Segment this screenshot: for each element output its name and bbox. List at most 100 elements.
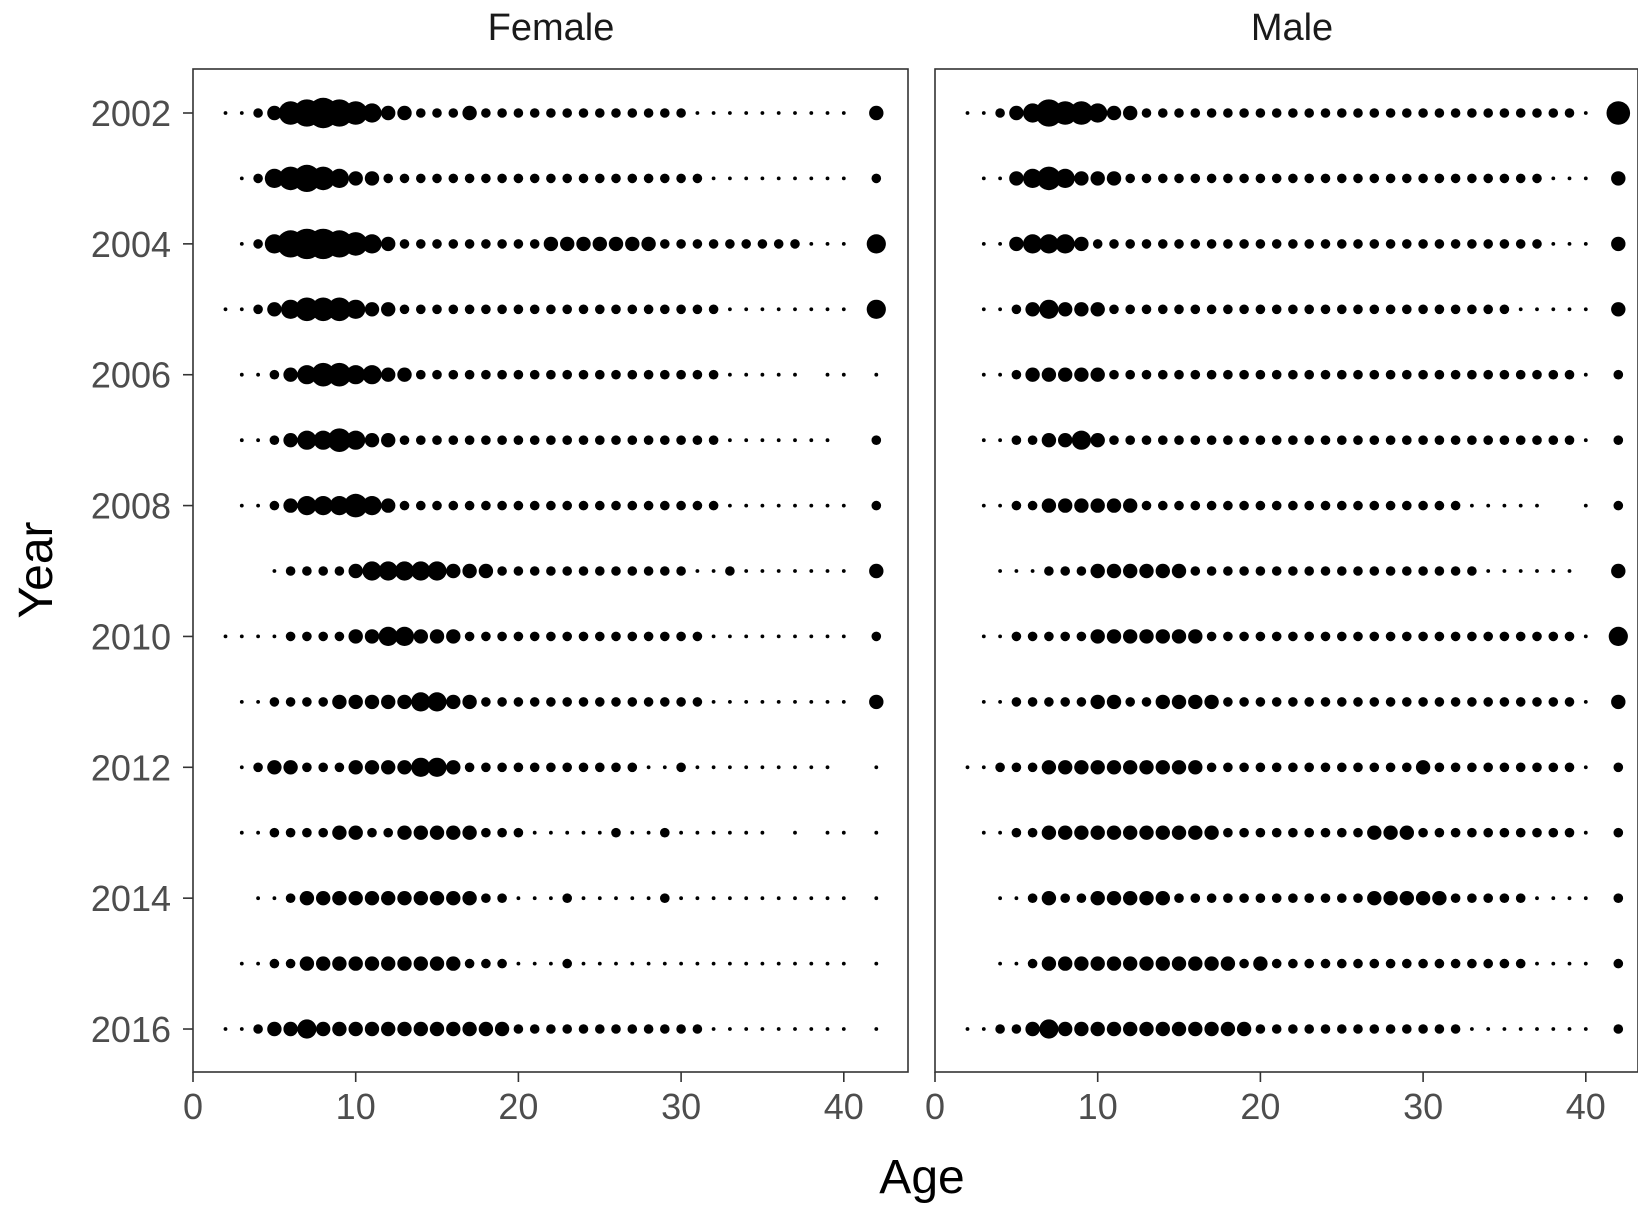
point-male-2005-age-17 xyxy=(1206,304,1217,315)
point-male-2008-age-23 xyxy=(1304,500,1314,511)
point-male-2012-age-17 xyxy=(1206,762,1217,773)
point-male-2002-age-9 xyxy=(1069,101,1094,125)
point-male-2015-age-15 xyxy=(1171,956,1187,971)
point-female-2012-age-38 xyxy=(809,765,814,770)
point-male-2004-age-42 xyxy=(1611,236,1626,252)
point-male-2004-age-12 xyxy=(1125,239,1135,249)
point-male-2008-age-3 xyxy=(981,503,986,508)
point-female-2016-age-35 xyxy=(760,1027,765,1031)
point-female-2005-age-4 xyxy=(253,304,263,315)
point-female-2012-age-7 xyxy=(302,762,312,773)
point-female-2003-age-24 xyxy=(578,173,589,184)
point-female-2011-age-6 xyxy=(285,697,296,707)
point-male-2010-age-18 xyxy=(1223,631,1233,642)
point-male-2013-age-38 xyxy=(1548,827,1559,838)
point-male-2005-age-39 xyxy=(1567,307,1572,312)
point-male-2010-age-17 xyxy=(1206,631,1217,642)
point-male-2015-age-39 xyxy=(1567,961,1572,966)
point-male-2002-age-35 xyxy=(1499,108,1510,118)
point-male-2010-age-8 xyxy=(1060,631,1070,642)
point-male-2013-age-20 xyxy=(1255,827,1266,838)
point-male-2007-age-9 xyxy=(1071,430,1091,450)
point-male-2010-age-24 xyxy=(1320,631,1331,642)
x-tick-label-male-10: 10 xyxy=(1078,1086,1118,1127)
point-female-2007-age-28 xyxy=(643,435,654,446)
point-female-2011-age-37 xyxy=(793,700,797,704)
point-male-2005-age-15 xyxy=(1174,304,1184,315)
point-female-2014-age-39 xyxy=(825,896,830,901)
point-male-2002-age-27 xyxy=(1369,108,1380,118)
point-female-2006-age-14 xyxy=(416,369,426,380)
point-female-2011-age-28 xyxy=(643,697,654,707)
point-male-2003-age-3 xyxy=(981,176,986,181)
point-female-2002-age-10 xyxy=(343,101,368,125)
point-female-2007-age-33 xyxy=(728,438,732,443)
point-male-2007-age-40 xyxy=(1583,438,1588,443)
point-male-2006-age-17 xyxy=(1206,369,1217,380)
point-female-2016-age-32 xyxy=(711,1027,716,1031)
point-male-2014-age-40 xyxy=(1583,896,1588,901)
point-male-2011-age-28 xyxy=(1385,697,1396,707)
point-male-2009-age-7 xyxy=(1044,566,1054,576)
point-female-2003-age-20 xyxy=(513,173,524,184)
point-female-2011-age-30 xyxy=(676,697,686,707)
point-female-2013-age-28 xyxy=(646,830,651,835)
point-male-2010-age-32 xyxy=(1450,631,1461,642)
point-male-2016-age-32 xyxy=(1450,1024,1461,1034)
point-male-2006-age-16 xyxy=(1190,369,1201,380)
point-female-2008-age-11 xyxy=(362,496,382,516)
point-female-2010-age-42 xyxy=(871,631,882,642)
point-female-2014-age-21 xyxy=(532,896,537,901)
point-female-2004-age-19 xyxy=(497,239,507,249)
point-male-2007-age-29 xyxy=(1402,435,1412,446)
point-female-2012-age-10 xyxy=(348,760,363,775)
point-female-2003-age-16 xyxy=(448,173,459,184)
point-male-2003-age-7 xyxy=(1037,166,1061,191)
point-female-2003-age-10 xyxy=(348,171,363,186)
point-female-2005-age-22 xyxy=(546,304,556,315)
point-female-2004-age-30 xyxy=(676,239,686,249)
point-male-2008-age-35 xyxy=(1502,503,1507,508)
point-female-2009-age-32 xyxy=(711,569,716,573)
point-male-2008-age-21 xyxy=(1271,500,1282,511)
point-female-2016-age-11 xyxy=(364,1021,380,1037)
point-female-2016-age-27 xyxy=(627,1024,638,1034)
point-female-2005-age-7 xyxy=(295,297,319,322)
point-female-2012-age-37 xyxy=(793,765,797,770)
point-male-2009-age-36 xyxy=(1518,569,1523,573)
point-female-2005-age-5 xyxy=(267,302,282,317)
point-female-2013-age-40 xyxy=(841,830,846,835)
point-female-2005-age-8 xyxy=(311,297,336,322)
y-tick-label-2010: 2010 xyxy=(91,616,171,657)
point-male-2002-age-26 xyxy=(1353,108,1363,118)
point-female-2013-age-23 xyxy=(565,830,570,835)
point-male-2006-age-38 xyxy=(1548,369,1559,380)
point-female-2013-age-22 xyxy=(549,830,553,835)
point-male-2013-age-27 xyxy=(1367,825,1382,840)
point-male-2010-age-25 xyxy=(1337,631,1347,642)
point-male-2005-age-27 xyxy=(1369,304,1380,315)
point-male-2008-age-13 xyxy=(1141,500,1152,511)
point-female-2006-age-17 xyxy=(464,369,475,380)
point-female-2010-age-32 xyxy=(711,634,716,639)
point-female-2008-age-42 xyxy=(871,500,882,511)
point-male-2015-age-11 xyxy=(1106,956,1122,971)
point-female-2014-age-14 xyxy=(413,891,428,906)
point-female-2010-age-25 xyxy=(595,631,605,642)
point-female-2006-age-5 xyxy=(269,369,280,380)
point-female-2014-age-28 xyxy=(646,896,651,901)
point-female-2006-age-8 xyxy=(311,362,336,387)
point-male-2005-age-10 xyxy=(1090,302,1105,317)
point-female-2014-age-31 xyxy=(695,896,700,901)
point-female-2011-age-9 xyxy=(332,694,347,710)
point-male-2007-age-15 xyxy=(1174,435,1184,446)
point-male-2015-age-40 xyxy=(1583,961,1588,966)
point-female-2016-age-30 xyxy=(676,1024,686,1034)
point-female-2004-age-24 xyxy=(576,236,591,252)
point-male-2004-age-8 xyxy=(1055,234,1075,254)
point-male-2004-age-26 xyxy=(1353,239,1363,249)
point-male-2003-age-11 xyxy=(1106,171,1122,186)
point-male-2012-age-31 xyxy=(1434,762,1445,773)
point-female-2015-age-7 xyxy=(299,956,315,971)
point-male-2003-age-32 xyxy=(1450,173,1461,184)
